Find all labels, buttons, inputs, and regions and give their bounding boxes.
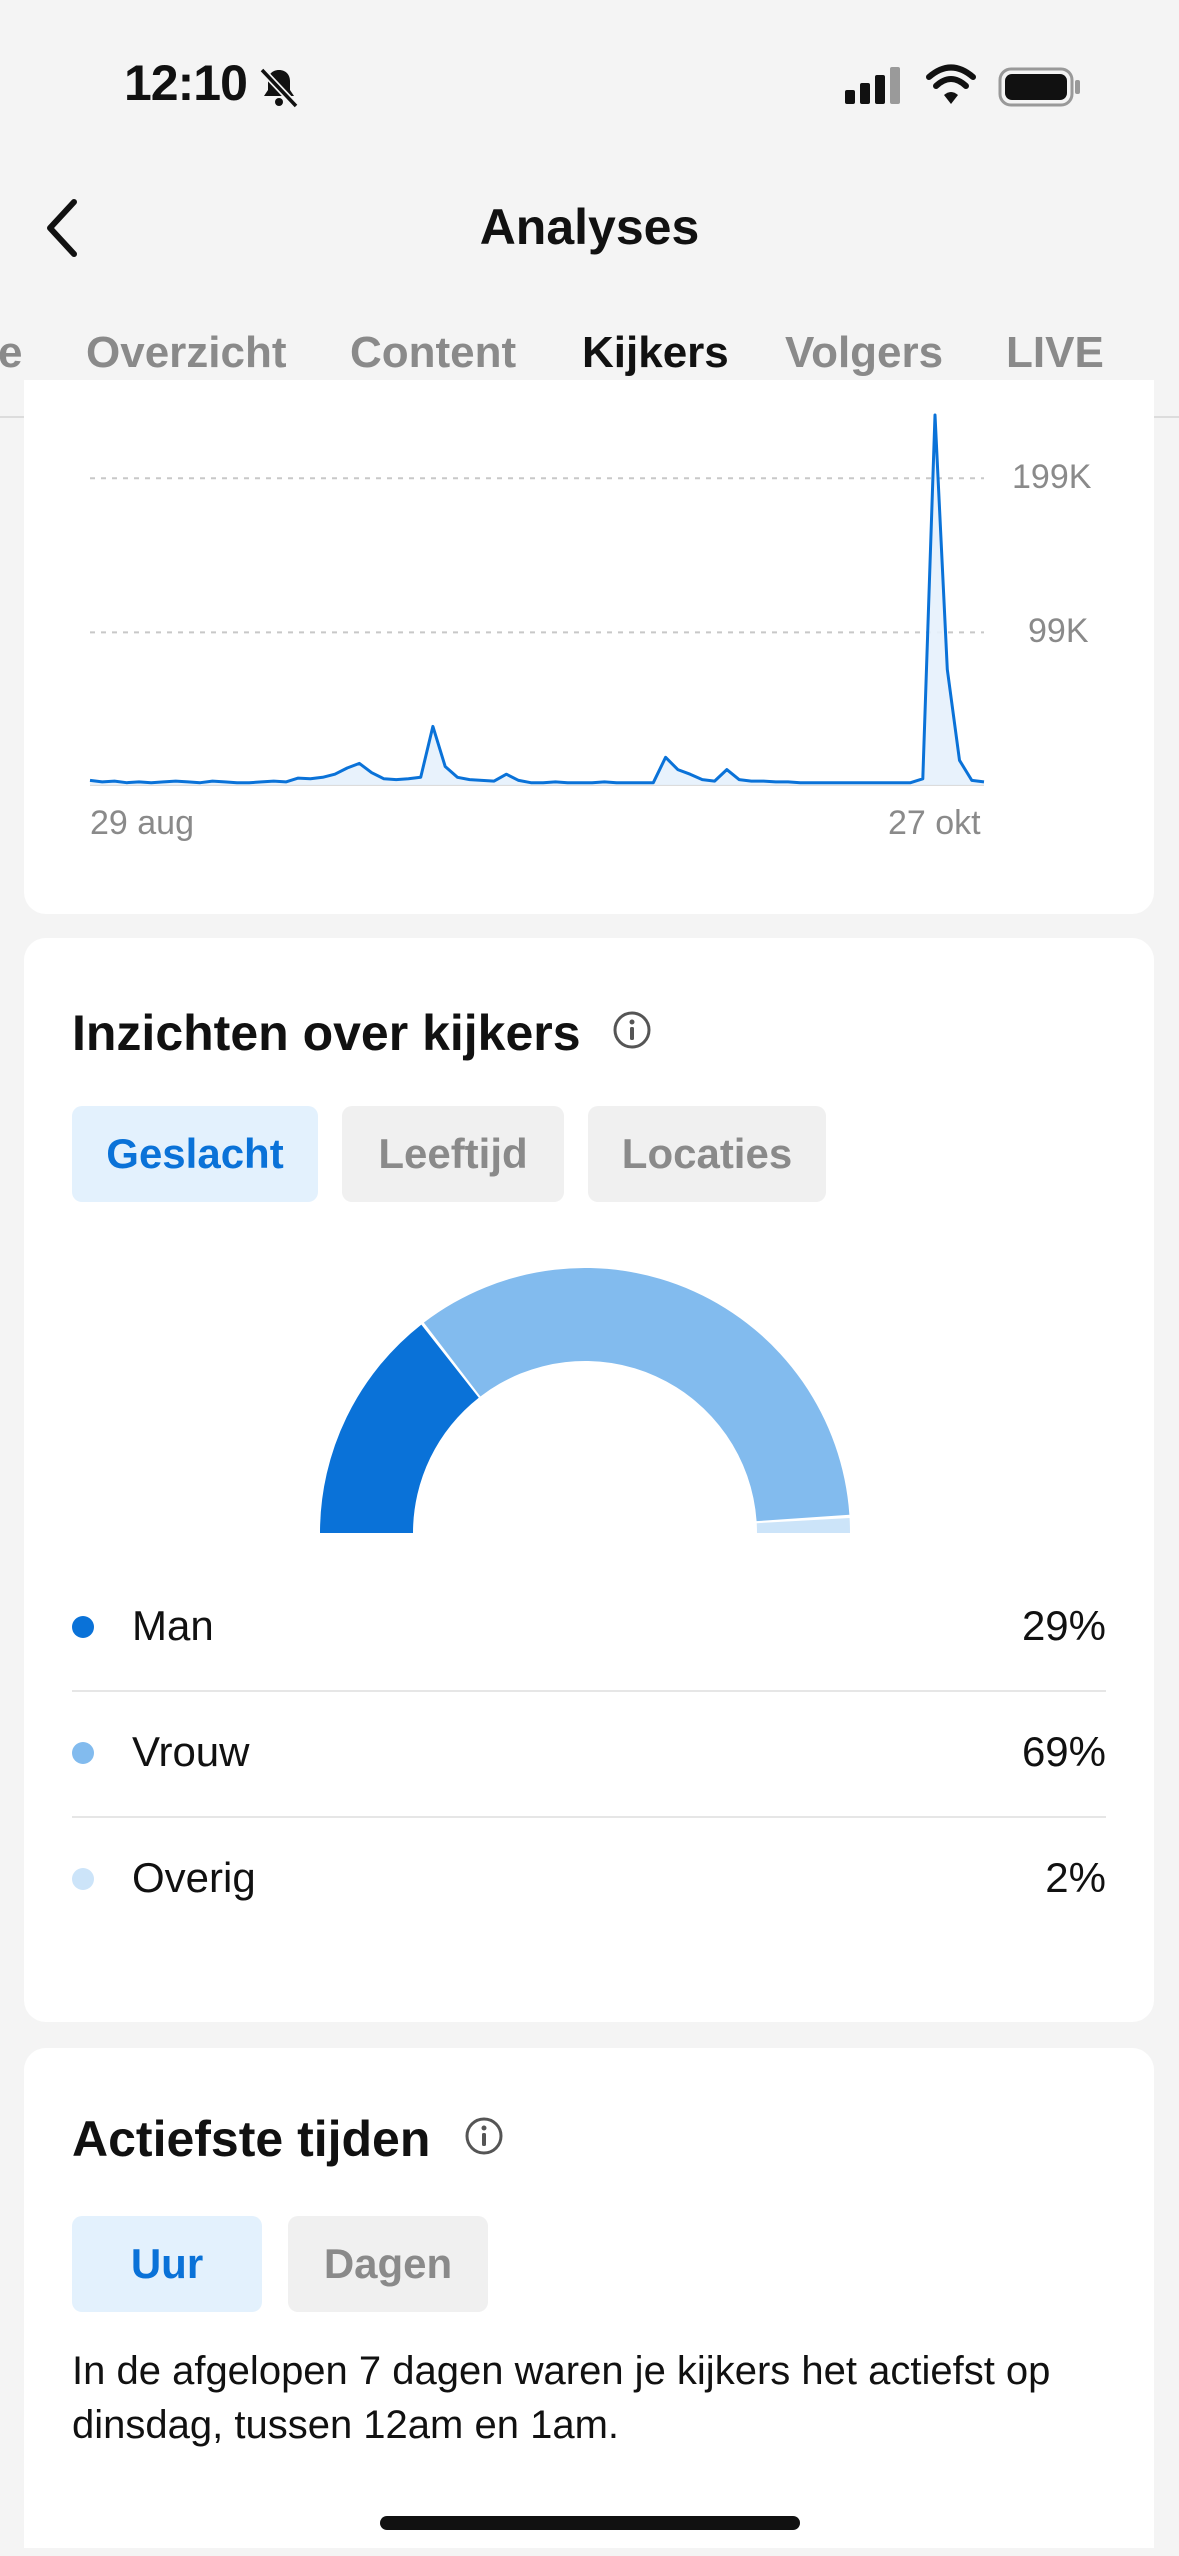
- filter-dagen-button[interactable]: Dagen: [288, 2216, 488, 2312]
- active-times-card: Actiefste tijden Uur Dagen In de afgelop…: [24, 2048, 1154, 2548]
- status-time: 12:10: [124, 55, 248, 111]
- back-chevron-icon[interactable]: [42, 196, 82, 260]
- filter-geslacht-button[interactable]: Geslacht: [72, 1106, 318, 1202]
- page-title: Analyses: [479, 199, 700, 255]
- x-tick-label: 27 okt: [888, 804, 981, 842]
- legend-label: Man: [132, 1602, 214, 1649]
- legend-label: Overig: [132, 1854, 256, 1901]
- home-indicator: [380, 2516, 800, 2530]
- tab-overzicht[interactable]: Overzicht: [86, 328, 287, 377]
- legend-item-man: Man 29%: [72, 1564, 1106, 1692]
- wifi-icon: [926, 64, 976, 104]
- tab-kijkers[interactable]: Kijkers: [582, 328, 729, 377]
- x-tick-label: 29 aug: [90, 804, 194, 842]
- gauge-segment-man: [320, 1324, 479, 1533]
- legend-item-overig: Overig 2%: [72, 1816, 1106, 1942]
- section-title-active-times: Actiefste tijden: [72, 2111, 431, 2167]
- cellular-signal-icon: [845, 67, 900, 104]
- legend-dot: [72, 1868, 94, 1890]
- tab-live[interactable]: LIVE: [1006, 328, 1104, 377]
- legend-dot: [72, 1616, 94, 1638]
- series-line: [89, 413, 985, 785]
- info-icon[interactable]: [464, 2116, 504, 2156]
- tab-partial[interactable]: e: [0, 328, 23, 377]
- filter-leeftijd-button[interactable]: Leeftijd: [342, 1106, 564, 1202]
- y-tick-label: 99K: [1028, 612, 1089, 650]
- filter-locaties-button[interactable]: Locaties: [588, 1106, 826, 1202]
- viewers-line-chart: [89, 413, 985, 786]
- section-title-insights: Inzichten over kijkers: [72, 1005, 581, 1061]
- legend-value: 29%: [1021, 1602, 1106, 1649]
- battery-icon: [998, 67, 1080, 107]
- legend-item-vrouw: Vrouw 69%: [72, 1690, 1106, 1818]
- viewers-chart-card: 199K 99K 29 aug 27 okt: [24, 380, 1154, 914]
- gender-semi-donut-chart: [320, 1268, 850, 1533]
- viewer-insights-card: Inzichten over kijkers Geslacht Leeftijd…: [24, 938, 1154, 2022]
- series-area: [90, 415, 984, 785]
- y-tick-label: 199K: [1012, 458, 1092, 496]
- legend-dot: [72, 1742, 94, 1764]
- filter-uur-button[interactable]: Uur: [72, 2216, 262, 2312]
- tab-content[interactable]: Content: [350, 328, 517, 377]
- info-icon[interactable]: [612, 1010, 652, 1050]
- legend-label: Vrouw: [132, 1728, 250, 1775]
- gauge-segment-vrouw: [423, 1268, 850, 1522]
- gauge-segment-overig: [756, 1517, 850, 1533]
- bell-muted-icon: [259, 67, 299, 109]
- tab-volgers[interactable]: Volgers: [785, 328, 944, 377]
- active-times-description: In de afgelopen 7 dagen waren je kijkers…: [72, 2349, 1051, 2447]
- legend-value: 2%: [1045, 1854, 1106, 1901]
- legend-value: 69%: [1021, 1728, 1106, 1775]
